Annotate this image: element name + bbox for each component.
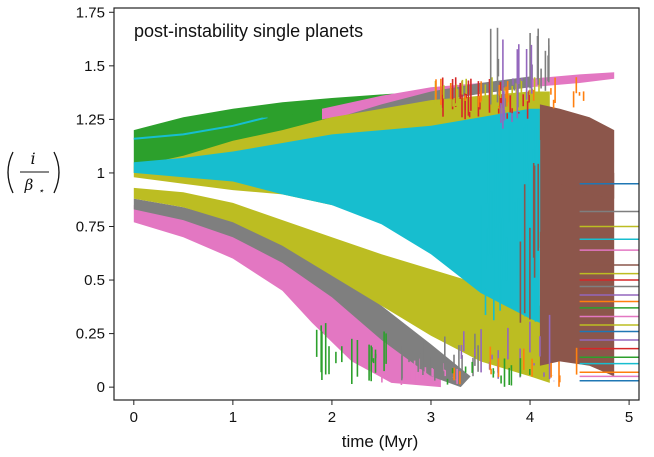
- spike-group-10: [446, 358, 531, 387]
- x-tick-label: 3: [427, 409, 435, 426]
- chart-annotation: post-instability single planets: [134, 21, 363, 41]
- spike-group-2: [400, 333, 479, 384]
- x-tick-label: 2: [328, 409, 336, 426]
- axes: 0 1 2 3 4 5 0 0.25 0.5 0.75 1 1.25 1.5 1.75: [76, 4, 633, 426]
- series-band-8: [539, 151, 615, 377]
- y-tick-label: 0.25: [76, 326, 105, 343]
- series-line-1: [262, 112, 323, 118]
- spike-group-6: [500, 39, 533, 129]
- y-tick-label: 1.5: [84, 58, 105, 75]
- y-axis-title-denominator: β: [24, 176, 34, 194]
- y-axis-title-left-paren: [7, 151, 14, 194]
- series-line-0: [133, 116, 268, 140]
- y-axis-title-subscript: ⋆: [38, 186, 44, 197]
- y-tick-label: 1.75: [76, 4, 105, 21]
- y-tick-label: 0.5: [84, 272, 105, 289]
- y-tick-label: 0: [97, 379, 105, 396]
- y-tick-label: 0.75: [76, 218, 105, 235]
- y-axis-title-numerator: i: [30, 149, 35, 168]
- y-tick-label: 1: [97, 165, 105, 182]
- spike-group-9: [453, 346, 578, 387]
- series-band-9: [539, 104, 615, 199]
- x-tick-label: 1: [229, 409, 237, 426]
- spike-group-5: [489, 27, 550, 108]
- x-tick-label: 4: [526, 409, 534, 426]
- x-axis-title: time (Myr): [342, 432, 418, 451]
- spike-group-7: [435, 77, 585, 109]
- series-band-1: [133, 205, 441, 388]
- series-band-7: [133, 108, 540, 323]
- plot-area: [133, 27, 639, 388]
- spike-group-0: [315, 323, 387, 384]
- x-tick-label: 0: [130, 409, 138, 426]
- y-axis-title-right-paren: [53, 151, 60, 194]
- spike-group-1: [381, 358, 458, 385]
- y-tick-label: 1.25: [76, 111, 105, 128]
- plot-frame: [113, 7, 640, 401]
- spike-group-12: [519, 163, 540, 323]
- x-tick-label: 5: [625, 409, 633, 426]
- spike-group-4: [434, 77, 540, 109]
- y-axis-title: i β ⋆: [7, 149, 60, 197]
- series-band-6: [133, 187, 550, 383]
